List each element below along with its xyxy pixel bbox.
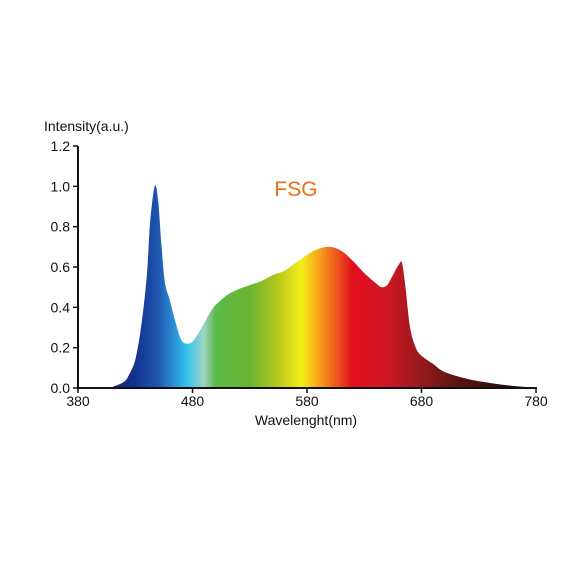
spectrum-annotation: FSG bbox=[274, 178, 317, 201]
y-axis-label: Intensity(a.u.) bbox=[44, 118, 129, 134]
y-tick-label: 0.8 bbox=[51, 219, 71, 235]
y-tick-label: 1.2 bbox=[51, 138, 71, 154]
y-tick-label: 1.0 bbox=[51, 178, 71, 194]
y-tick-label: 0.0 bbox=[51, 380, 71, 396]
tick-labels: 0.0 0.2 0.4 0.6 0.8 1.0 1.2 380 480 580 680 780 bbox=[51, 138, 548, 409]
x-tick-label: 380 bbox=[66, 393, 90, 409]
y-tick-label: 0.6 bbox=[51, 259, 71, 275]
y-tick-label: 0.2 bbox=[51, 340, 71, 356]
x-tick-label: 580 bbox=[295, 393, 319, 409]
x-tick-label: 780 bbox=[524, 393, 548, 409]
x-axis-label: Wavelenght(nm) bbox=[255, 412, 357, 428]
plot-area bbox=[112, 185, 537, 388]
spectrum-area bbox=[112, 185, 537, 388]
axes bbox=[73, 145, 537, 393]
x-tick-label: 480 bbox=[181, 393, 205, 409]
y-tick-label: 0.4 bbox=[51, 299, 71, 315]
x-tick-label: 680 bbox=[410, 393, 434, 409]
